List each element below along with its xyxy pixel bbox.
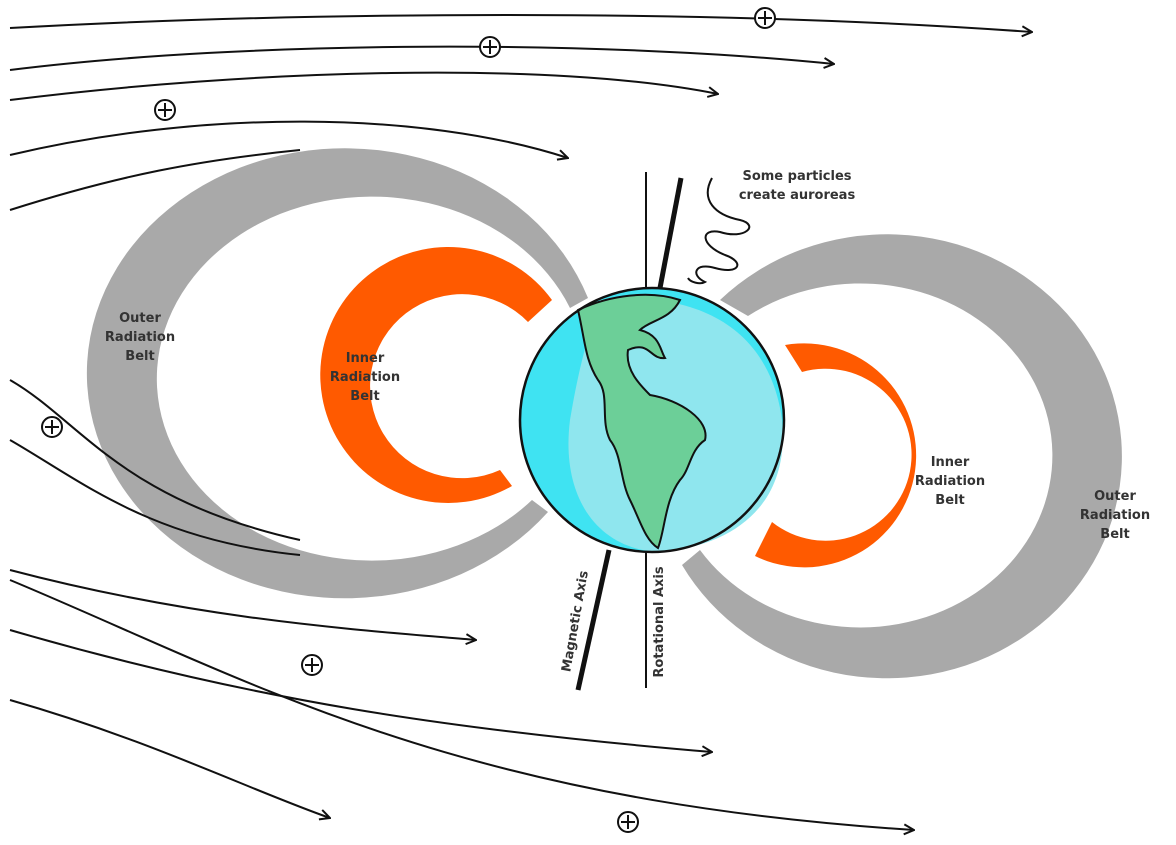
label-line: Radiation <box>330 370 400 385</box>
label-line: create auroreas <box>739 188 856 203</box>
label-line: Outer <box>1094 489 1136 504</box>
label-line: Inner <box>931 455 970 470</box>
label-line: Belt <box>1100 527 1129 542</box>
label: Some particles create auroreas <box>739 169 856 203</box>
inner-belt-left <box>320 246 552 503</box>
label: Inner Radiation Belt <box>330 351 400 404</box>
magnetic-axis <box>575 549 612 691</box>
label: Outer Radiation Belt <box>1080 489 1150 542</box>
label-line: Belt <box>935 493 964 508</box>
label-line: Belt <box>350 389 379 404</box>
inner-belt-right <box>755 343 917 568</box>
label: Outer Radiation Belt <box>105 311 175 364</box>
label-line: Outer <box>119 311 161 326</box>
label-line: Radiation <box>915 474 985 489</box>
label-line: Some particles <box>742 169 851 184</box>
outer-belt-right <box>682 234 1122 679</box>
label-line: Radiation <box>1080 508 1150 523</box>
label-line: Rotational Axis <box>652 566 667 677</box>
earth <box>518 286 786 554</box>
label-line: Radiation <box>105 330 175 345</box>
solar-wind <box>9 7 1032 832</box>
label-line: Belt <box>125 349 154 364</box>
label-line: Inner <box>346 351 385 366</box>
label: Inner Radiation Belt <box>915 455 985 508</box>
aurora-spiral <box>687 177 751 285</box>
label: Rotational Axis <box>652 566 667 677</box>
magnetic-axis <box>657 177 684 289</box>
